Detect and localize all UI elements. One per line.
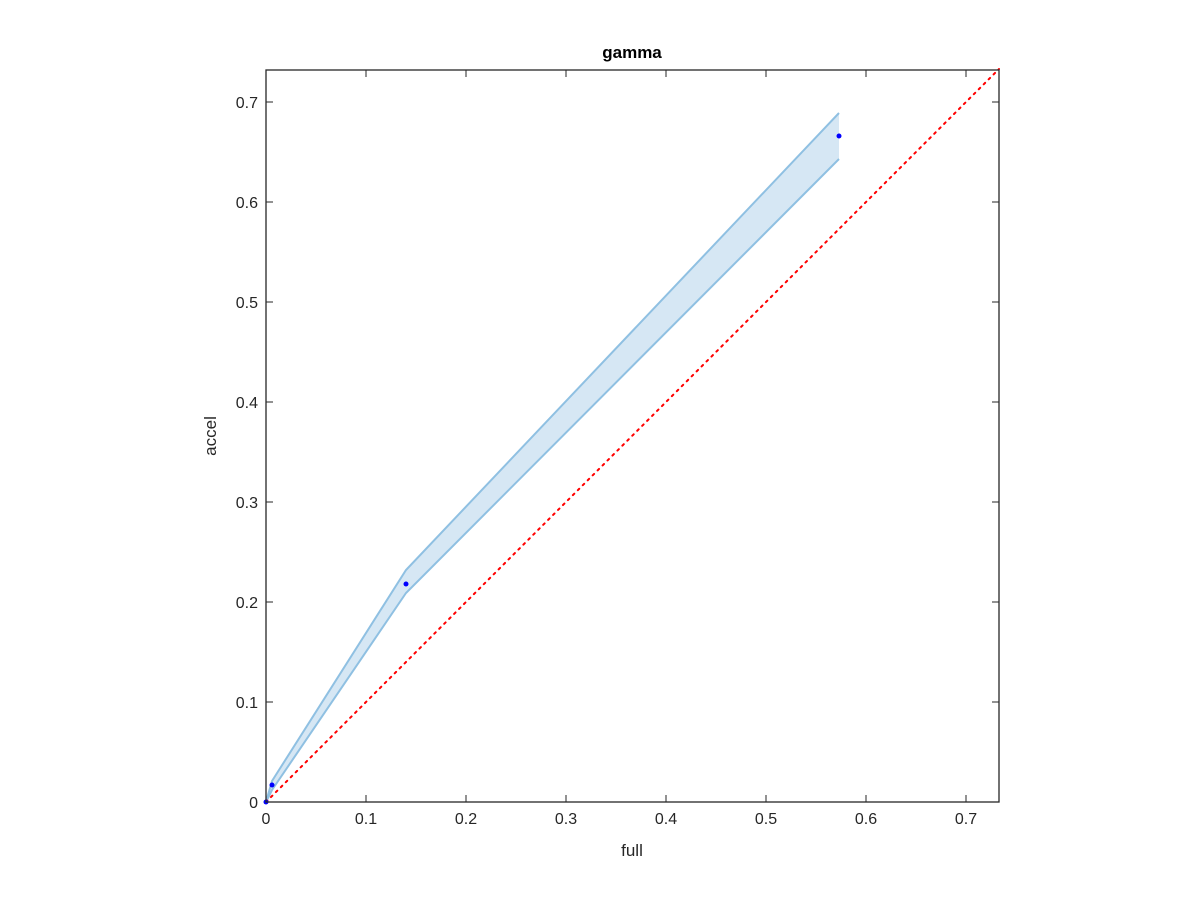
x-tick-label: 0.2 [455,811,477,828]
x-tick-label: 0.3 [555,811,577,828]
chart-title: gamma [602,43,662,62]
y-tick-label: 0 [249,795,258,812]
data-point [836,133,842,139]
y-tick-label: 0.1 [236,695,258,712]
band-upper-line [265,112,840,803]
y-tick-label: 0.6 [236,195,258,212]
y-tick-label: 0.4 [236,395,258,412]
data-point [403,581,409,587]
y-axis-label: accel [201,416,220,456]
y-tick-label: 0.5 [236,295,258,312]
band-lower-line [265,158,840,803]
x-tick-label: 0.7 [955,811,977,828]
x-tick-label: 0.4 [655,811,677,828]
y-tick-label: 0.2 [236,595,258,612]
y-tick-label: 0.7 [236,95,258,112]
x-tick-label: 0.6 [855,811,877,828]
x-tick-label: 0.5 [755,811,777,828]
reference-diagonal-line [265,68,1000,803]
confidence-band [266,113,839,802]
x-tick-label: 0 [262,811,271,828]
axes-box [265,69,1000,803]
data-point [269,782,275,788]
y-tick-label: 0.3 [236,495,258,512]
x-tick-label: 0.1 [355,811,377,828]
plot-area: 0 0.1 0.2 0.3 0.4 0.5 0.6 0.7 0 0.1 0.2 0.3 0.4 0.5 0.… [236,68,1000,828]
x-axis-label: full [621,841,643,860]
